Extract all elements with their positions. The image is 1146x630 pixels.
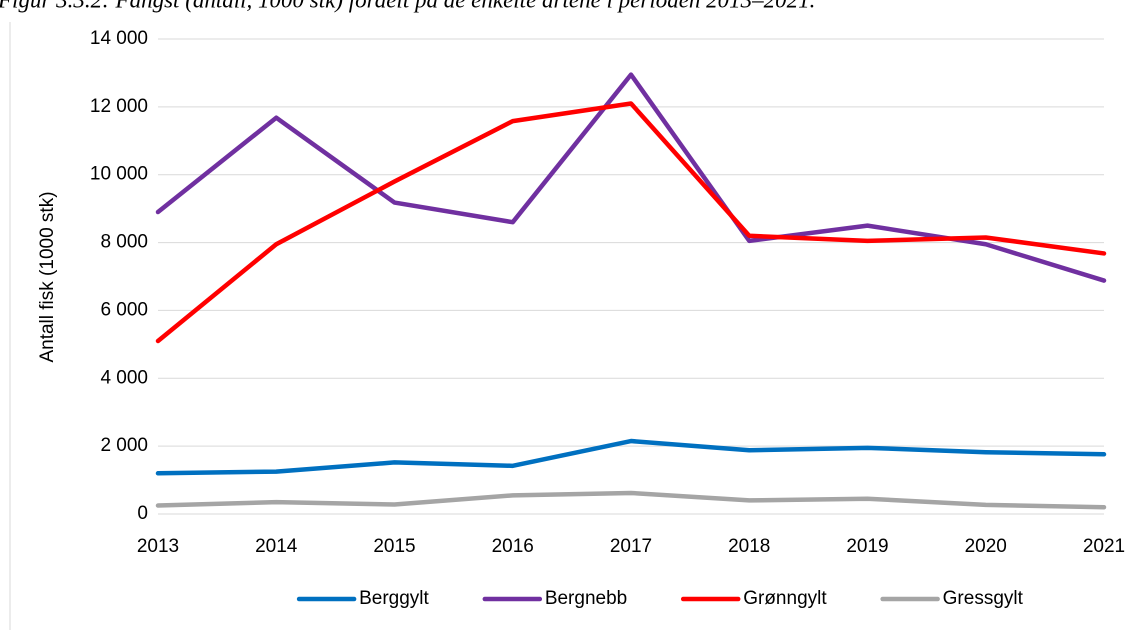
series-line xyxy=(155,438,1107,476)
x-tick-label: 2019 xyxy=(846,536,888,557)
y-tick-label: 8 000 xyxy=(100,232,148,253)
y-tick-label: 2 000 xyxy=(100,435,148,456)
y-tick-label: 14 000 xyxy=(90,28,148,49)
x-tick-label: 2020 xyxy=(965,536,1007,557)
title-band xyxy=(0,0,1146,22)
y-tick-label: 0 xyxy=(137,503,148,524)
legend-label: Grønngylt xyxy=(743,588,827,609)
legend-label: Gressgylt xyxy=(943,588,1024,609)
chart-title: Figur 3.3.2: Fangst (antall, 1000 stk) f… xyxy=(0,0,815,12)
x-tick-label: 2016 xyxy=(492,536,534,557)
x-tick-label: 2014 xyxy=(255,536,298,557)
y-tick-label: 12 000 xyxy=(90,96,148,117)
y-tick-label: 6 000 xyxy=(100,299,148,320)
x-tick-label: 2017 xyxy=(610,536,652,557)
legend-label: Bergnebb xyxy=(545,588,627,609)
x-tick-label: 2015 xyxy=(373,536,415,557)
x-tick-label: 2013 xyxy=(137,536,179,557)
y-axis-label: Antall fisk (1000 stk) xyxy=(37,191,58,362)
x-tick-label: 2021 xyxy=(1083,536,1125,557)
legend-label: Berggylt xyxy=(359,588,429,609)
series-line xyxy=(155,101,1107,344)
y-tick-label: 4 000 xyxy=(100,367,148,388)
series-line xyxy=(155,490,1107,510)
y-tick-label: 10 000 xyxy=(90,164,148,185)
x-tick-label: 2018 xyxy=(728,536,770,557)
